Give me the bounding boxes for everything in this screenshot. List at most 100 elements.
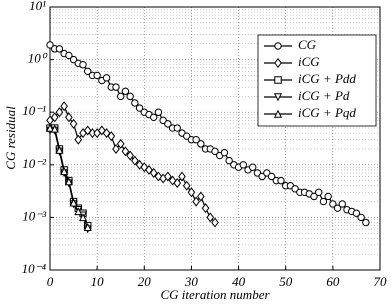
marker bbox=[225, 156, 233, 165]
x-tick-label: 70 bbox=[374, 274, 388, 289]
marker bbox=[338, 200, 346, 208]
marker bbox=[239, 161, 247, 169]
marker bbox=[79, 60, 87, 69]
y-axis-label: CG residual bbox=[3, 106, 18, 170]
marker bbox=[50, 124, 59, 133]
marker bbox=[201, 203, 210, 214]
marker bbox=[50, 112, 59, 123]
marker bbox=[274, 57, 282, 69]
marker bbox=[65, 112, 73, 123]
marker bbox=[315, 188, 323, 197]
marker bbox=[126, 150, 134, 161]
marker bbox=[173, 178, 182, 189]
marker bbox=[319, 197, 328, 206]
marker bbox=[277, 176, 285, 185]
marker bbox=[182, 180, 191, 191]
y-tick-label: 10⁻⁴ bbox=[22, 261, 47, 276]
marker bbox=[154, 171, 163, 182]
marker bbox=[173, 124, 181, 132]
marker bbox=[60, 167, 69, 176]
marker bbox=[357, 213, 365, 222]
marker bbox=[274, 42, 282, 50]
marker bbox=[178, 171, 186, 182]
marker bbox=[121, 146, 130, 157]
marker bbox=[116, 138, 125, 149]
marker bbox=[164, 120, 172, 128]
marker bbox=[102, 74, 111, 82]
marker bbox=[126, 92, 134, 101]
marker bbox=[55, 145, 64, 154]
marker bbox=[192, 196, 200, 207]
marker bbox=[107, 131, 116, 142]
marker bbox=[45, 123, 55, 132]
marker bbox=[131, 155, 139, 166]
legend-label: iCG + Pd bbox=[298, 88, 350, 103]
marker bbox=[121, 87, 130, 95]
marker bbox=[150, 113, 158, 121]
marker bbox=[135, 104, 144, 112]
marker bbox=[187, 187, 196, 198]
marker bbox=[333, 204, 342, 212]
y-tick-label: 10¹ bbox=[29, 0, 46, 13]
marker bbox=[69, 198, 78, 207]
marker bbox=[131, 99, 139, 107]
marker bbox=[55, 45, 64, 53]
marker bbox=[117, 92, 125, 101]
marker bbox=[65, 51, 73, 60]
legend-label: iCG + Pdd bbox=[298, 71, 356, 86]
marker bbox=[140, 162, 149, 173]
y-tick-label: 10⁻¹ bbox=[22, 103, 46, 118]
marker bbox=[274, 76, 282, 84]
marker bbox=[112, 83, 120, 91]
plot-frame bbox=[49, 6, 381, 271]
marker bbox=[74, 134, 83, 145]
marker bbox=[211, 147, 219, 156]
marker bbox=[192, 136, 200, 144]
x-tick-label: 10 bbox=[91, 274, 105, 289]
y-tick-label: 10⁰ bbox=[28, 51, 48, 66]
marker bbox=[60, 101, 68, 112]
marker bbox=[324, 192, 332, 201]
marker bbox=[64, 177, 73, 186]
marker bbox=[362, 218, 370, 227]
legend-label: CG bbox=[298, 37, 317, 52]
marker bbox=[78, 213, 88, 222]
marker bbox=[74, 207, 83, 216]
marker bbox=[55, 107, 64, 118]
x-tick-label: 40 bbox=[232, 274, 246, 289]
marker bbox=[220, 148, 229, 157]
marker bbox=[149, 167, 158, 178]
marker bbox=[352, 209, 361, 217]
marker bbox=[69, 118, 78, 129]
marker bbox=[46, 41, 54, 49]
marker bbox=[164, 171, 172, 182]
marker bbox=[273, 93, 283, 102]
marker bbox=[83, 222, 92, 231]
marker bbox=[69, 55, 78, 64]
marker bbox=[329, 200, 337, 208]
x-tick-label: 60 bbox=[326, 274, 340, 289]
x-tick-label: 20 bbox=[138, 274, 152, 289]
marker bbox=[93, 71, 101, 80]
marker bbox=[154, 108, 163, 116]
y-tick-label: 10⁻² bbox=[22, 156, 47, 171]
marker bbox=[145, 164, 153, 175]
marker bbox=[112, 143, 120, 154]
marker bbox=[267, 172, 276, 181]
y-tick-label: 10⁻³ bbox=[22, 208, 47, 223]
marker bbox=[102, 128, 111, 139]
marker bbox=[197, 140, 205, 148]
marker bbox=[211, 217, 219, 228]
marker bbox=[249, 163, 257, 171]
marker bbox=[197, 191, 205, 202]
x-tick-label: 50 bbox=[279, 274, 293, 289]
legend-label: iCG + Pqd bbox=[298, 105, 356, 120]
x-axis-label: CG iteration number bbox=[160, 287, 270, 302]
legend-label: iCG bbox=[298, 54, 320, 69]
x-tick-label: 0 bbox=[47, 274, 54, 289]
marker bbox=[273, 109, 283, 118]
marker bbox=[310, 192, 318, 201]
x-tick-label: 30 bbox=[184, 274, 199, 289]
marker bbox=[84, 67, 92, 75]
